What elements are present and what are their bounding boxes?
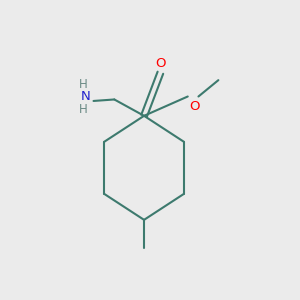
Text: N: N [81, 90, 91, 103]
Text: H: H [79, 78, 88, 91]
Text: H: H [79, 103, 88, 116]
Text: O: O [156, 57, 166, 70]
Text: O: O [189, 100, 200, 112]
